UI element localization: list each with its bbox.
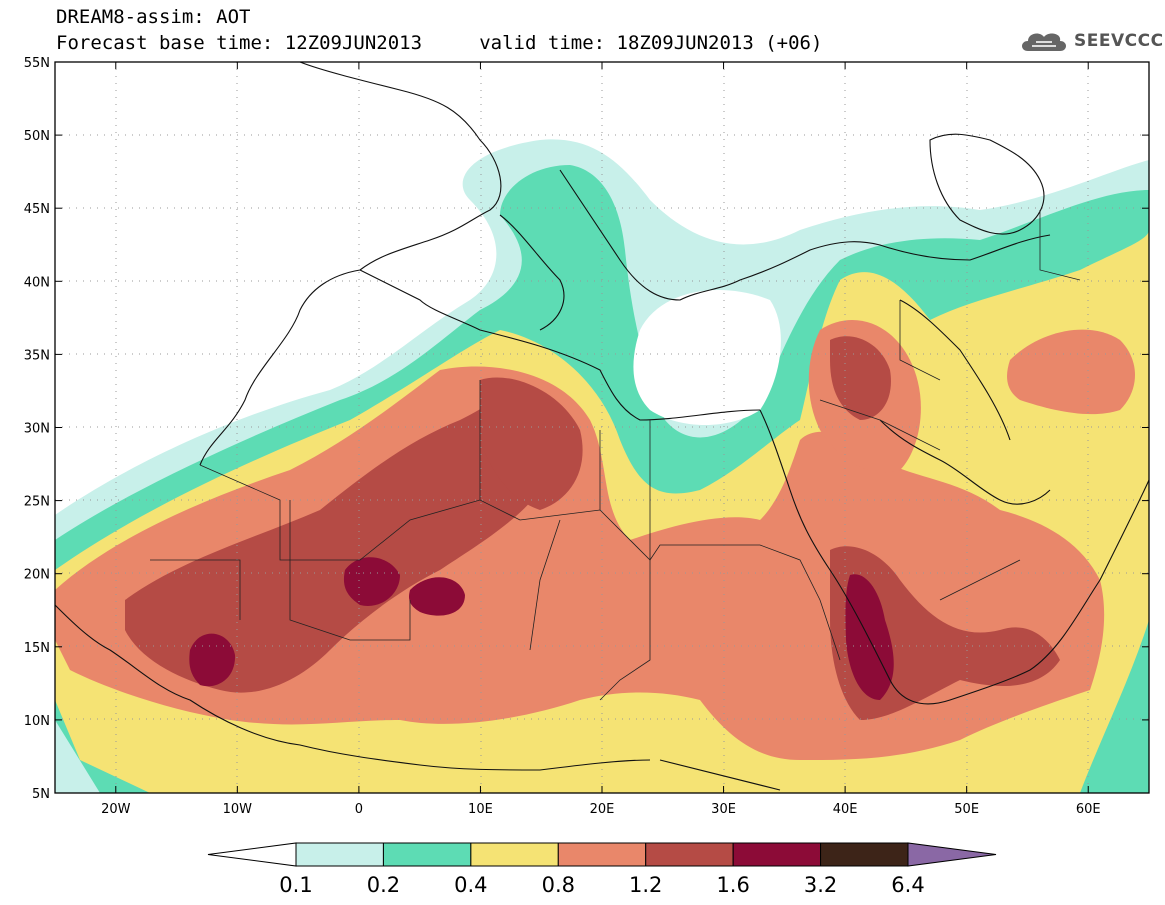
lat-label: 20N <box>24 568 50 583</box>
seevccc-logo: SEEVCCC <box>1018 26 1164 56</box>
colorbar-label: 1.2 <box>629 873 662 897</box>
colorbar-swatch <box>557 842 647 867</box>
colorbar-label: 1.6 <box>716 873 749 897</box>
colorbar-swatch <box>382 842 472 867</box>
lon-label: 50E <box>954 802 979 817</box>
aot-contour-1.2 <box>125 391 554 693</box>
colorbar-label: 0.2 <box>367 873 400 897</box>
colorbar: 0.1 0.2 0.4 0.8 1.2 1.6 3.2 6.4 <box>207 842 997 897</box>
lon-label: 20W <box>101 802 131 817</box>
colorbar-label: 0.1 <box>279 873 312 897</box>
lon-label: 40E <box>833 802 858 817</box>
colorbar-low-arrow <box>207 842 297 867</box>
colorbar-label: 3.2 <box>804 873 837 897</box>
aot-contour-1.6 <box>343 557 400 606</box>
lon-label: 60E <box>1076 802 1101 817</box>
latitude-axis: 55N 50N 45N 40N 35N 30N 25N 20N 15N 10N 5N <box>24 56 1149 802</box>
map-title: DREAM8-assim: AOT <box>56 6 251 28</box>
lat-label: 45N <box>24 202 50 217</box>
lon-label: 20E <box>590 802 615 817</box>
colorbar-swatch <box>732 842 822 867</box>
lat-label: 25N <box>24 495 50 510</box>
lon-label: 10W <box>223 802 253 817</box>
lat-label: 40N <box>24 275 50 290</box>
lat-label: 10N <box>24 714 50 729</box>
colorbar-swatch <box>645 842 734 867</box>
country-borders <box>150 210 1081 701</box>
colorbar-swatch <box>295 842 384 867</box>
lon-label: 0 <box>355 802 363 817</box>
lat-label: 5N <box>32 787 50 802</box>
logo-text: SEEVCCC <box>1074 31 1164 51</box>
coastlines <box>55 62 1149 791</box>
longitude-axis: 20W 10W 0 10E 20E 30E 40E 50E 60E <box>101 62 1101 817</box>
lat-label: 50N <box>24 129 50 144</box>
graticule <box>55 62 1149 793</box>
cloud-logo-icon <box>1022 33 1066 51</box>
colorbar-high-arrow <box>907 842 997 867</box>
lat-label: 35N <box>24 348 50 363</box>
lat-label: 55N <box>24 56 50 71</box>
colorbar-label: 0.4 <box>454 873 487 897</box>
colorbar-label: 0.8 <box>542 873 575 897</box>
colorbar-swatch <box>820 842 909 867</box>
lon-label: 10E <box>468 802 493 817</box>
colorbar-swatch <box>470 842 559 867</box>
colorbar-label: 6.4 <box>891 873 924 897</box>
lon-label: 30E <box>711 802 736 817</box>
lat-label: 30N <box>24 422 50 437</box>
lat-label: 15N <box>24 641 50 656</box>
map-subtitle: Forecast base time: 12Z09JUN2013 valid t… <box>56 32 823 54</box>
